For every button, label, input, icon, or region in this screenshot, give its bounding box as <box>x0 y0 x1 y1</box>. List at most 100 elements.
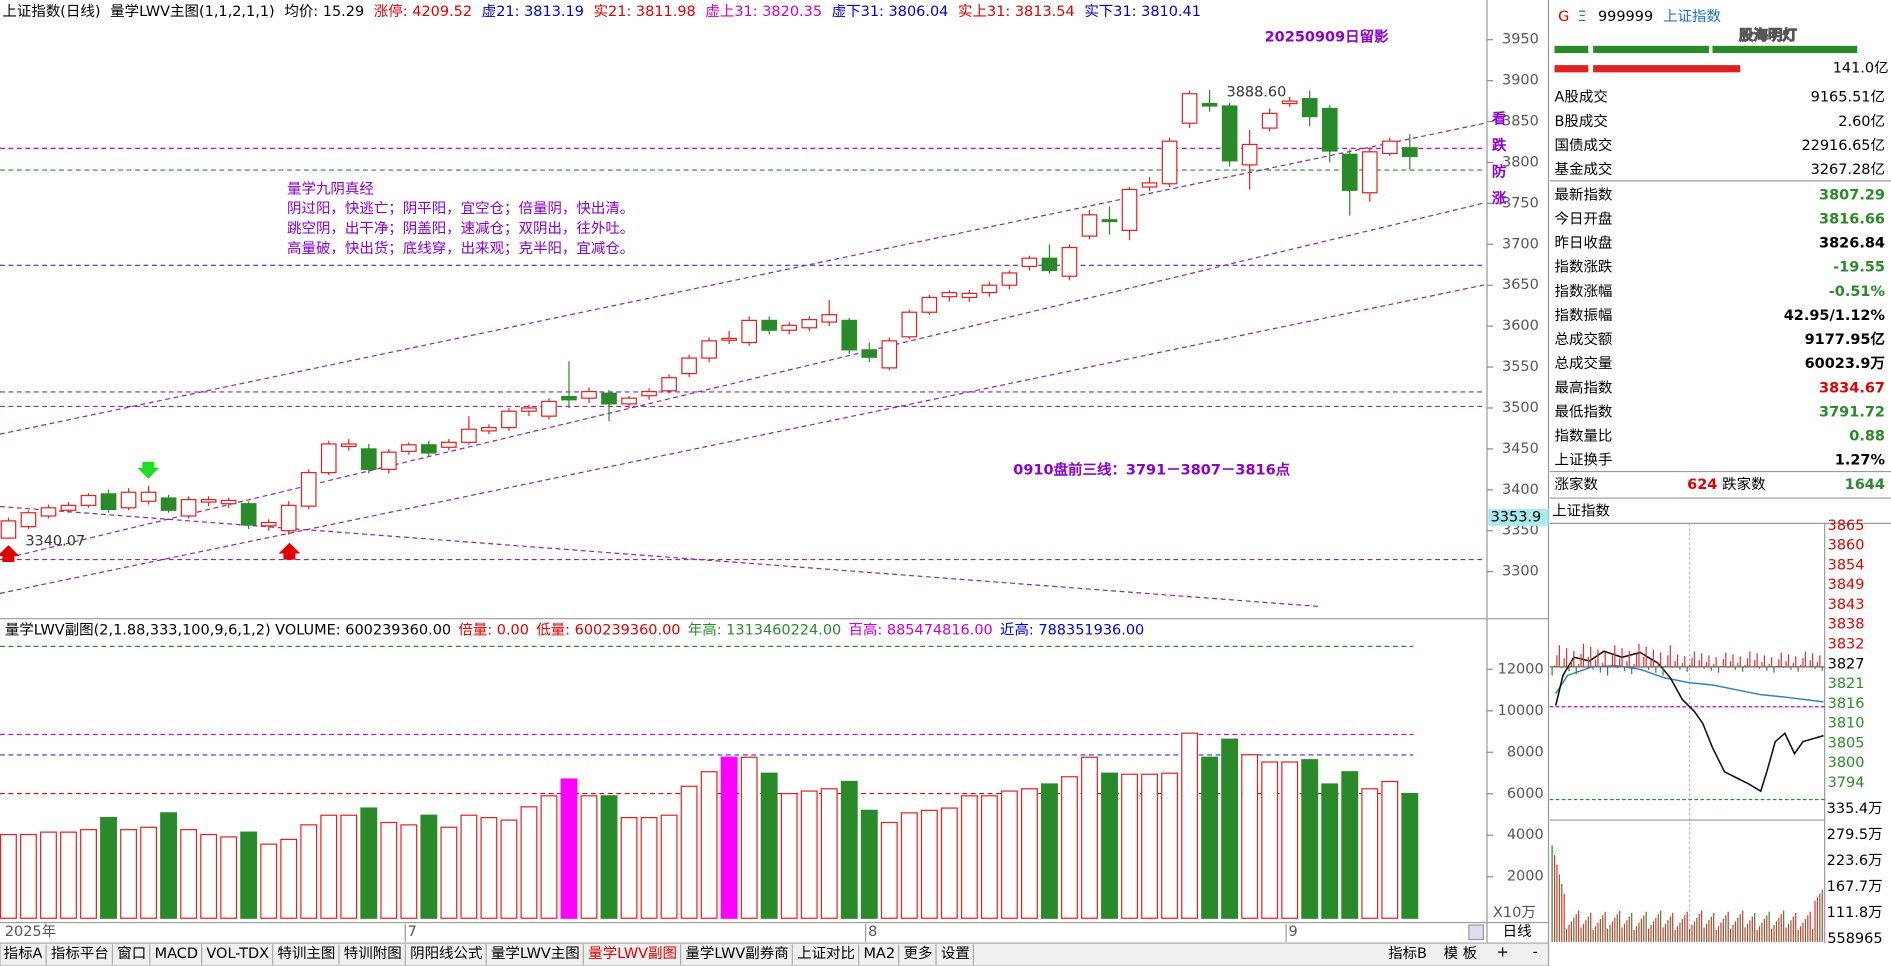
row-value: 3791.72 <box>1819 404 1885 420</box>
header-item: 涨停: 4209.52 <box>374 3 472 20</box>
volume-bar <box>340 814 358 919</box>
volume-bar <box>440 826 458 919</box>
volume-bar <box>40 831 57 919</box>
x-tick-label: 2025年 <box>5 923 56 940</box>
stock-name: 上证指数 <box>1663 8 1721 25</box>
y-tick-label: 6000 <box>1507 786 1544 802</box>
tab[interactable]: MA2 <box>863 946 895 962</box>
volume-bar <box>460 814 478 919</box>
zoom-button[interactable]: + <box>1497 945 1509 961</box>
y-tick-label: 3400 <box>1502 482 1539 498</box>
row-value: 42.95/1.12% <box>1784 308 1886 324</box>
volume-bar <box>1201 756 1219 919</box>
tab[interactable]: 指标A <box>4 945 43 962</box>
volume-bar <box>1041 783 1058 919</box>
volume-bar <box>920 809 938 919</box>
annotation-lines: 0910盘前三线：3791－3807－3816点 <box>1013 460 1290 478</box>
volume-bar <box>300 824 318 919</box>
y-tick-label: 2000 <box>1507 869 1544 885</box>
stock-code: 999999 <box>1598 9 1653 25</box>
tab[interactable]: 上证对比 <box>797 945 855 962</box>
ratio-bar <box>1593 65 1741 73</box>
tab[interactable]: 窗口 <box>117 944 146 962</box>
tab[interactable]: 特训附图 <box>344 945 402 962</box>
intraday-price-label: 3821 <box>1828 676 1865 692</box>
annotation-block-line: 量学九阴真经 <box>287 179 374 197</box>
volume-bar <box>1321 783 1339 919</box>
volume-bar <box>0 833 17 919</box>
volume-header-item: 百高: 885474816.00 <box>848 622 992 639</box>
volume-bar <box>1281 761 1299 919</box>
candle-body <box>1221 105 1238 162</box>
volume-bar <box>1241 754 1259 919</box>
candle-body <box>1201 102 1218 107</box>
tab[interactable]: 量学LWV副券商 <box>685 945 788 962</box>
candle-body <box>481 427 497 432</box>
volume-bar <box>400 824 418 919</box>
candle-body <box>621 397 637 405</box>
intraday-volume-label: 335.4万 <box>1827 801 1883 817</box>
row-label: 最低指数 <box>1555 403 1613 420</box>
tab[interactable]: MACD <box>155 946 198 962</box>
ratio-bar <box>1712 45 1858 54</box>
volume-bar <box>1221 738 1239 919</box>
row-value: 1.27% <box>1835 453 1886 469</box>
tab[interactable]: 设置 <box>941 945 970 962</box>
intraday-price-label: 3854 <box>1828 557 1865 573</box>
volume-bar <box>1181 732 1199 919</box>
candle-body <box>1381 140 1398 155</box>
y-tick-label: 3300 <box>1502 564 1539 580</box>
annotation-title: 20250909日留影 <box>1265 27 1389 45</box>
volume-bar <box>900 812 918 919</box>
candle-body <box>561 395 577 401</box>
intraday-price-label: 3827 <box>1828 656 1865 672</box>
volume-bar <box>840 780 858 919</box>
row-label: 指数振幅 <box>1555 307 1613 324</box>
candle-body <box>901 311 918 338</box>
candle-body <box>120 491 137 509</box>
row-label: 基金成交 <box>1555 160 1613 178</box>
y-tick-label: 3550 <box>1502 359 1539 375</box>
y-tick-label: 3900 <box>1502 73 1539 89</box>
tab[interactable]: 指标平台 <box>51 945 109 962</box>
tab[interactable]: 更多 <box>903 945 932 962</box>
scroll-button[interactable] <box>1468 924 1484 941</box>
candle-body <box>861 349 878 358</box>
volume-bar <box>180 829 198 919</box>
tab[interactable]: 量学LWV主图 <box>491 945 580 962</box>
y-tick-label: 3600 <box>1502 318 1539 334</box>
row-value: 60023.9万 <box>1805 355 1885 372</box>
candle-body <box>320 443 337 474</box>
intraday-price-label: 3832 <box>1828 636 1865 652</box>
row-label: 总成交量 <box>1555 354 1613 372</box>
y-tick-label: 3800 <box>1502 154 1539 170</box>
candle-body <box>641 391 657 397</box>
row-label: 指数涨幅 <box>1555 283 1613 300</box>
volume-header-item: 倍量: 0.00 <box>458 622 529 639</box>
tab[interactable]: 指标B <box>1388 945 1427 962</box>
tab[interactable]: 模 板 <box>1444 944 1478 962</box>
candle-body <box>1361 151 1378 194</box>
row-value: 3826.84 <box>1819 236 1885 252</box>
volume-bar <box>540 795 558 919</box>
tab[interactable]: 阴阳线公式 <box>410 945 482 962</box>
intraday-volume-label: 223.6万 <box>1827 853 1883 869</box>
tab[interactable]: 量学LWV副图 <box>588 945 677 962</box>
volume-bar <box>360 807 378 919</box>
tab[interactable]: 特训主图 <box>277 945 335 962</box>
candle-body <box>541 400 557 417</box>
row-value: 3807.29 <box>1819 187 1885 203</box>
candle-body <box>461 428 477 443</box>
volume-header-item: 年高: 1313460224.00 <box>688 622 841 639</box>
candle-body <box>1401 147 1418 158</box>
zoom-button[interactable]: - <box>1533 945 1538 961</box>
candle-body <box>1281 100 1298 105</box>
x-tick-label: 8 <box>868 924 877 940</box>
volume-bar <box>860 809 878 919</box>
tab[interactable]: VOL-TDX <box>206 946 269 962</box>
candle-body <box>1341 153 1358 191</box>
candle-body <box>841 319 858 351</box>
row-value: 3816.66 <box>1819 211 1885 227</box>
row-label: 最高指数 <box>1555 379 1613 396</box>
header-item: 均价: 15.29 <box>284 3 364 20</box>
